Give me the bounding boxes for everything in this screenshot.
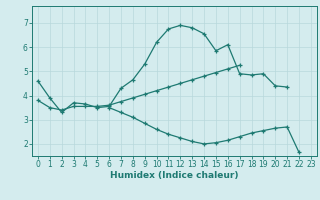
X-axis label: Humidex (Indice chaleur): Humidex (Indice chaleur) xyxy=(110,171,239,180)
